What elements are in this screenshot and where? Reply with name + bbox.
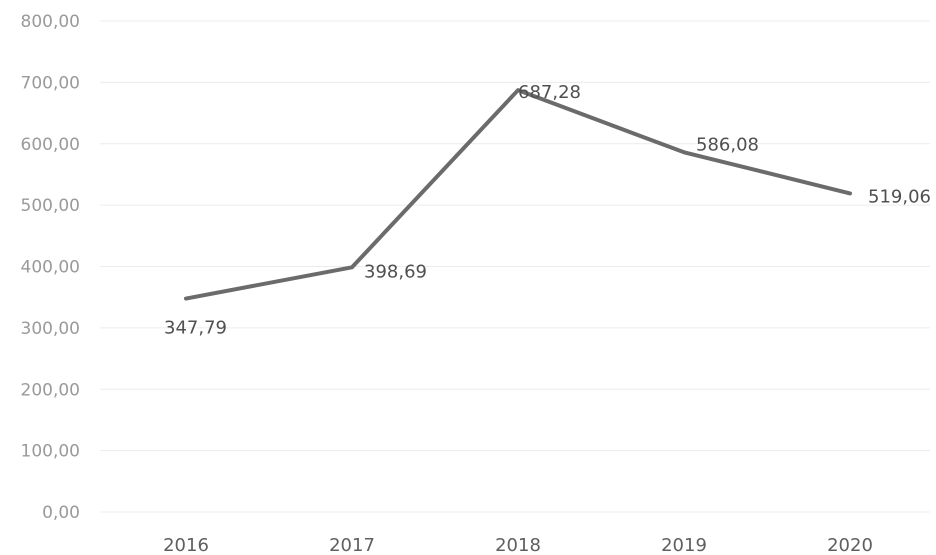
data-label: 347,79	[164, 318, 227, 339]
x-tick-label: 2019	[661, 535, 707, 555]
series-lines	[184, 88, 852, 301]
y-tick-label: 0,00	[42, 503, 80, 523]
x-tick-label: 2017	[329, 535, 375, 555]
y-axis-tick-labels: 0,00 100,00 200,00 300,00 400,00 500,00 600,00…	[21, 12, 80, 523]
gridlines	[100, 20, 930, 513]
y-tick-label: 800,00	[21, 12, 80, 32]
y-tick-label: 300,00	[21, 319, 80, 339]
y-tick-label: 600,00	[21, 135, 80, 155]
x-tick-label: 2018	[495, 535, 541, 555]
data-label: 687,28	[518, 82, 581, 103]
data-labels: 347,79 398,69 687,28 586,08 519,06	[164, 82, 931, 338]
data-label: 398,69	[364, 261, 427, 282]
x-tick-label: 2020	[827, 535, 873, 555]
y-tick-label: 500,00	[21, 196, 80, 216]
y-tick-label: 400,00	[21, 258, 80, 278]
y-tick-label: 200,00	[21, 380, 80, 400]
data-label: 519,06	[868, 186, 931, 207]
y-tick-label: 700,00	[21, 73, 80, 93]
x-tick-label: 2016	[163, 535, 209, 555]
y-tick-label: 100,00	[21, 442, 80, 462]
data-label: 586,08	[696, 134, 759, 155]
series-line	[184, 88, 852, 301]
x-axis-tick-labels: 2016 2017 2018 2019 2020	[163, 535, 873, 555]
